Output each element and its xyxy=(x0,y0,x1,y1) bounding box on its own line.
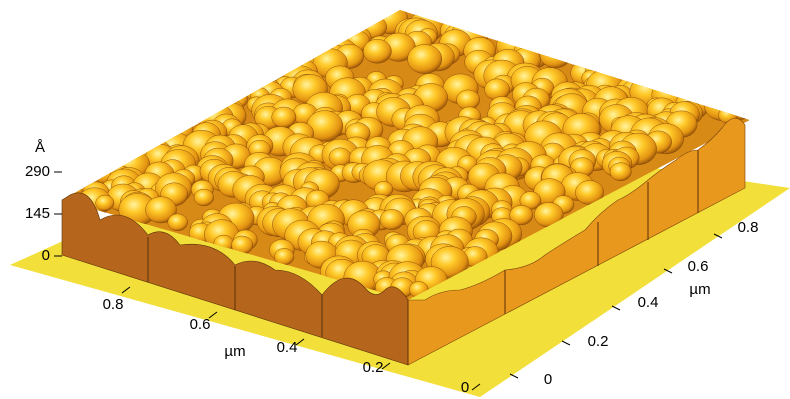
grain xyxy=(193,188,214,207)
y-tick xyxy=(561,340,571,346)
grain xyxy=(145,196,177,224)
grain xyxy=(407,44,443,74)
x-tick xyxy=(208,311,218,319)
x-unit: µm xyxy=(224,343,245,360)
y-tick xyxy=(611,305,621,311)
grain xyxy=(539,41,572,69)
z-tick-label: 290 xyxy=(25,163,50,180)
grain xyxy=(167,213,188,231)
x-tick-label: 0 xyxy=(461,379,469,396)
x-tick-label: 0.4 xyxy=(277,339,298,356)
y-tick xyxy=(663,268,673,274)
y-tick xyxy=(509,373,519,379)
y-tick-label: 0.8 xyxy=(738,219,759,236)
y-tick-label: 0.4 xyxy=(638,294,659,311)
x-tick xyxy=(471,383,481,391)
y-tick-label: 0.6 xyxy=(688,258,709,275)
grain xyxy=(379,209,405,230)
z-tick-label: 0 xyxy=(42,247,50,264)
grain xyxy=(609,162,632,181)
x-tick xyxy=(295,338,305,346)
face-dividers xyxy=(147,150,699,365)
y-unit: µm xyxy=(689,281,710,298)
x-tick xyxy=(121,286,131,294)
x-tick-label: 0.6 xyxy=(190,316,211,333)
x-tick-label: 0.8 xyxy=(103,296,124,313)
y-tick-label: 0 xyxy=(544,371,552,388)
y-tick-label: 0.2 xyxy=(588,333,609,350)
x-tick-label: 0.2 xyxy=(363,359,384,376)
z-tick-label: 145 xyxy=(25,205,50,222)
grain xyxy=(707,87,736,112)
grain xyxy=(95,194,115,211)
z-unit: Å xyxy=(35,139,45,156)
grain xyxy=(362,39,392,64)
x-tick xyxy=(381,362,391,370)
y-tick xyxy=(713,233,723,239)
front-right-face xyxy=(407,117,746,366)
grain xyxy=(509,205,533,226)
